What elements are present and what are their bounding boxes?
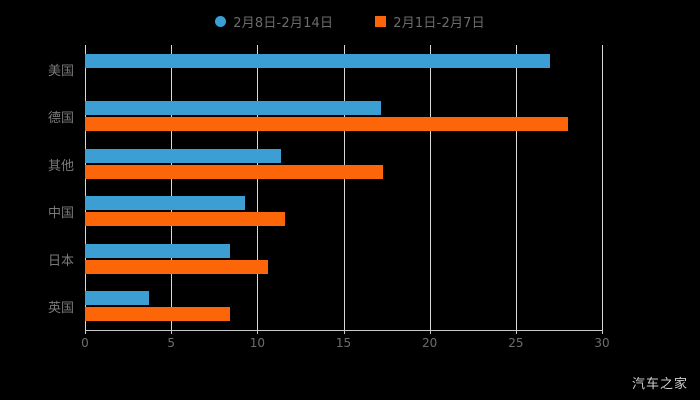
gridline <box>515 45 517 330</box>
x-axis-tick <box>171 330 173 334</box>
x-axis-tick-label: 10 <box>249 336 265 350</box>
x-axis-tick-label: 30 <box>594 336 610 350</box>
x-axis-tick <box>429 330 431 334</box>
x-axis-tick-label: 15 <box>335 336 352 350</box>
bar-英国-2月1日-2月7日[interactable] <box>85 307 230 322</box>
gridline <box>602 45 603 330</box>
y-axis-label-美国: 美国 <box>47 63 74 79</box>
gridline <box>343 45 345 330</box>
x-axis-tick <box>85 330 86 334</box>
x-axis-tick-label: 5 <box>167 336 175 350</box>
gridline <box>171 45 173 330</box>
y-axis-label-中国: 中国 <box>47 206 74 222</box>
bar-其他-2月1日-2月7日[interactable] <box>85 164 384 179</box>
legend-item-series-a[interactable]: 2月8日-2月14日 <box>215 12 333 31</box>
x-axis-tick <box>257 330 259 334</box>
y-axis-label-英国: 英国 <box>47 301 74 317</box>
bar-德国-2月1日-2月7日[interactable] <box>85 117 568 132</box>
legend-label-series-b: 2月1日-2月7日 <box>393 15 485 31</box>
watermark: 汽车之家 <box>631 377 688 392</box>
x-axis-tick-label: 20 <box>422 336 438 350</box>
y-axis-label-德国: 德国 <box>47 111 74 127</box>
bar-英国-2月8日-2月14日[interactable] <box>85 291 149 306</box>
bar-美国-2月8日-2月14日[interactable] <box>85 53 551 68</box>
gridline <box>257 45 259 330</box>
chart-legend: 2月8日-2月14日 2月1日-2月7日 <box>0 8 700 34</box>
bar-中国-2月1日-2月7日[interactable] <box>85 212 285 227</box>
y-axis-label-日本: 日本 <box>47 253 74 269</box>
plot-area <box>85 45 603 330</box>
x-axis-tick <box>602 330 603 334</box>
legend-item-series-b[interactable]: 2月1日-2月7日 <box>375 12 485 31</box>
x-axis-tick <box>515 330 517 334</box>
legend-marker-circle-icon <box>215 15 227 27</box>
x-axis-tick-label: 25 <box>508 336 524 350</box>
bar-德国-2月8日-2月14日[interactable] <box>85 101 382 116</box>
x-axis-tick <box>343 330 345 334</box>
gridline <box>85 45 86 330</box>
legend-label-series-a: 2月8日-2月14日 <box>233 15 334 31</box>
bar-中国-2月8日-2月14日[interactable] <box>85 196 246 211</box>
bar-日本-2月8日-2月14日[interactable] <box>85 243 230 258</box>
gridline <box>429 45 431 330</box>
bar-其他-2月8日-2月14日[interactable] <box>85 148 282 163</box>
legend-marker-square-icon <box>375 15 387 27</box>
x-axis-tick-label: 0 <box>81 336 89 350</box>
y-axis-label-其他: 其他 <box>47 158 74 174</box>
bar-日本-2月1日-2月7日[interactable] <box>85 259 268 274</box>
